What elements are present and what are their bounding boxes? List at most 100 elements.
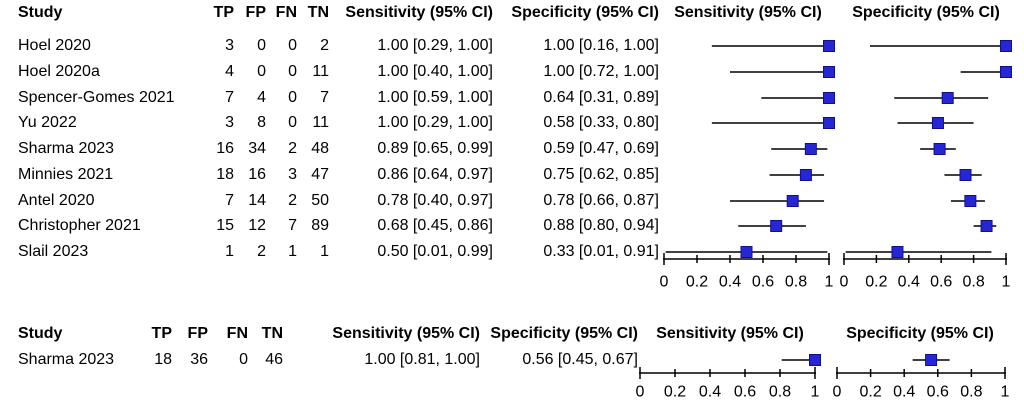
sensitivity-point-marker	[823, 40, 835, 52]
fp-value: 0	[257, 63, 266, 80]
specificity-axis-tick-label: 1	[1001, 384, 1010, 401]
specificity-point-marker	[980, 220, 993, 232]
sensitivity-point-marker	[809, 354, 821, 366]
specificity-axis-tick-label: 0.8	[962, 274, 984, 291]
tn-value: 50	[311, 192, 329, 209]
column-header-tn: TN	[261, 325, 283, 342]
study-name: Christopher 2021	[18, 217, 141, 234]
column-header-study: Study	[18, 325, 63, 342]
specificity-ci-value: 0.75 [0.62, 0.85]	[543, 166, 659, 183]
column-header-sensitivity-ci: Sensitivity (95% CI)	[332, 325, 480, 342]
sensitivity-point-marker	[804, 143, 817, 155]
tn-value: 48	[311, 140, 329, 157]
plot-header-sensitivity: Sensitivity (95% CI)	[674, 4, 822, 21]
tp-value: 3	[225, 114, 234, 131]
fp-value: 14	[248, 192, 266, 209]
specificity-axis-tick-label: 0.2	[865, 274, 887, 291]
column-header-tp: TP	[213, 4, 234, 21]
sensitivity-ci-value: 1.00 [0.81, 1.00]	[364, 351, 480, 368]
specificity-ci-value: 0.88 [0.80, 0.94]	[543, 217, 659, 234]
specificity-ci-value: 1.00 [0.72, 1.00]	[543, 63, 659, 80]
specificity-ci-value: 1.00 [0.16, 1.00]	[543, 37, 659, 54]
column-header-tn: TN	[307, 4, 329, 21]
sensitivity-point-marker	[740, 246, 753, 258]
sensitivity-ci-value: 1.00 [0.59, 1.00]	[377, 89, 493, 106]
study-name: Antel 2020	[18, 192, 95, 209]
sensitivity-axis-tick-label: 0.4	[719, 274, 741, 291]
study-name: Slail 2023	[18, 243, 89, 260]
tn-value: 46	[265, 351, 283, 368]
specificity-ci-value: 0.33 [0.01, 0.91]	[543, 243, 659, 260]
study-name: Sharma 2023	[18, 140, 115, 157]
fp-value: 4	[257, 89, 266, 106]
sensitivity-axis-tick-label: 0.8	[769, 384, 791, 401]
specificity-point-marker	[1000, 40, 1012, 52]
specificity-axis-tick-label: 0.4	[898, 274, 920, 291]
sensitivity-axis-tick-label: 0.2	[664, 384, 686, 401]
sensitivity-axis-tick-label: 0.6	[734, 384, 756, 401]
tn-value: 7	[320, 89, 329, 106]
sensitivity-axis-tick-label: 0.2	[686, 274, 708, 291]
fp-value: 8	[257, 114, 266, 131]
column-header-fn: FN	[275, 4, 297, 21]
sensitivity-point-marker	[786, 195, 799, 207]
specificity-axis-tick-label: 1	[1002, 274, 1011, 291]
fn-value: 0	[288, 89, 297, 106]
study-name: Sharma 2023	[18, 351, 115, 368]
sensitivity-point-marker	[823, 66, 835, 78]
specificity-axis-tick-label: 0	[833, 384, 842, 401]
specificity-axis-tick-label: 0	[840, 274, 849, 291]
study-name: Yu 2022	[18, 114, 77, 131]
tp-value: 7	[225, 89, 234, 106]
tn-value: 11	[312, 114, 329, 131]
tn-value: 11	[312, 63, 329, 80]
fn-value: 0	[239, 351, 248, 368]
sensitivity-ci-value: 1.00 [0.29, 1.00]	[377, 114, 493, 131]
tp-value: 18	[216, 166, 234, 183]
fn-value: 2	[288, 192, 297, 209]
column-header-sensitivity-ci: Sensitivity (95% CI)	[345, 4, 493, 21]
fn-value: 0	[288, 114, 297, 131]
fn-value: 0	[288, 37, 297, 54]
sensitivity-ci-value: 1.00 [0.40, 1.00]	[377, 63, 493, 80]
column-header-specificity-ci: Specificity (95% CI)	[511, 4, 659, 21]
specificity-axis-tick-label: 0.6	[927, 384, 949, 401]
tn-value: 89	[311, 217, 329, 234]
specificity-ci-value: 0.58 [0.33, 0.80]	[543, 114, 659, 131]
study-name: Hoel 2020a	[18, 63, 100, 80]
tp-value: 18	[154, 351, 172, 368]
fn-value: 3	[288, 166, 297, 183]
fp-value: 16	[248, 166, 266, 183]
specificity-ci-value: 0.59 [0.47, 0.69]	[543, 140, 659, 157]
tn-value: 47	[311, 166, 329, 183]
fn-value: 7	[288, 217, 297, 234]
sensitivity-axis-tick-label: 0.6	[752, 274, 774, 291]
fp-value: 34	[248, 140, 266, 157]
sensitivity-axis-tick-label: 0	[636, 384, 645, 401]
specificity-point-marker	[964, 195, 977, 207]
sensitivity-axis-tick-label: 0.4	[699, 384, 721, 401]
specificity-point-marker	[1000, 66, 1012, 78]
tp-value: 1	[225, 243, 234, 260]
sensitivity-point-marker	[799, 169, 812, 181]
tn-value: 2	[320, 37, 329, 54]
sensitivity-ci-value: 0.68 [0.45, 0.86]	[377, 217, 493, 234]
tp-value: 3	[225, 37, 234, 54]
sensitivity-ci-value: 0.86 [0.64, 0.97]	[377, 166, 493, 183]
tn-value: 1	[320, 243, 329, 260]
sensitivity-axis-tick-label: 0	[660, 274, 669, 291]
specificity-point-marker	[933, 143, 946, 155]
study-name: Spencer-Gomes 2021	[18, 89, 175, 106]
specificity-point-marker	[931, 117, 944, 129]
tp-value: 16	[216, 140, 234, 157]
column-header-study: Study	[18, 4, 63, 21]
specificity-axis-tick-label: 0.4	[893, 384, 915, 401]
fp-value: 0	[257, 37, 266, 54]
fn-value: 1	[288, 243, 297, 260]
specificity-ci-value: 0.78 [0.66, 0.87]	[543, 192, 659, 209]
tp-value: 4	[225, 63, 234, 80]
specificity-point-marker	[891, 246, 904, 258]
sensitivity-ci-value: 0.50 [0.01, 0.99]	[377, 243, 493, 260]
